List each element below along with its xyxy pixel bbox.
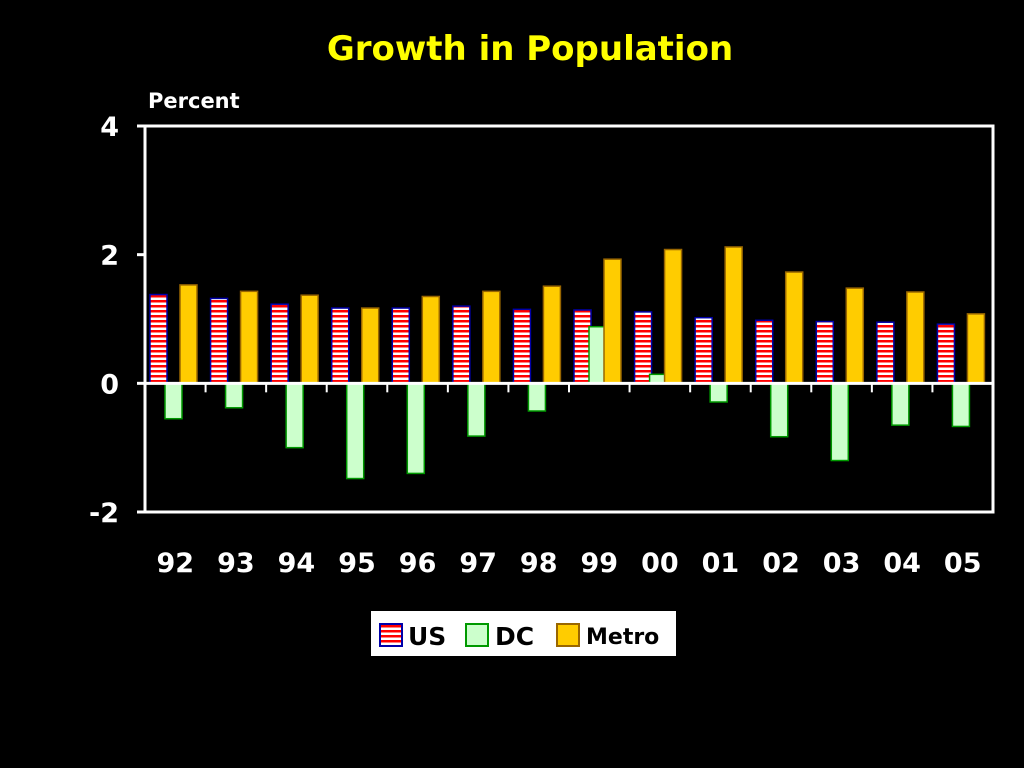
x-tick-label: 03: [823, 548, 861, 579]
x-tick-label: 01: [702, 548, 740, 579]
bar-us-98: [512, 308, 532, 385]
bar-us-95: [330, 307, 350, 385]
legend-label-us: US: [408, 622, 446, 651]
bar-metro-02: [784, 271, 804, 385]
x-tick-label: 97: [459, 548, 497, 579]
bar-us-00: [633, 311, 653, 385]
x-tick-label: 96: [399, 548, 437, 579]
y-axis-label: Percent: [148, 89, 240, 113]
x-tick-label: 99: [580, 548, 618, 579]
bar-dc-01: [709, 382, 728, 403]
x-tick-label: 98: [520, 548, 558, 579]
legend-swatch-dc: [465, 623, 489, 647]
x-tick-label: 00: [641, 548, 679, 579]
y-tick-label: -2: [89, 498, 119, 529]
bar-us-02: [754, 319, 774, 385]
bar-dc-93: [224, 382, 244, 409]
bar-dc-96: [406, 382, 426, 475]
bar-us-92: [149, 293, 168, 385]
bar-dc-98: [527, 382, 547, 412]
bars-layer: [149, 246, 986, 480]
bar-metro-00: [663, 248, 683, 385]
legend-label-metro: Metro: [586, 625, 659, 650]
bar-dc-94: [285, 382, 304, 449]
bar-dc-92: [164, 382, 183, 420]
chart-title: Growth in Population: [327, 29, 733, 69]
legend-box: [369, 609, 678, 658]
legend-label-dc: DC: [495, 622, 534, 651]
y-tick-label: 2: [100, 241, 119, 272]
bar-metro-97: [482, 290, 501, 385]
bar-us-03: [815, 320, 835, 385]
y-tick-label: 0: [100, 369, 119, 400]
bar-metro-05: [966, 313, 986, 385]
bar-metro-96: [421, 295, 441, 385]
bar-metro-04: [906, 291, 925, 385]
bar-us-97: [452, 305, 471, 385]
y-tick-label: 4: [100, 112, 119, 143]
bar-us-04: [876, 321, 895, 385]
bar-us-93: [209, 297, 229, 385]
legend-swatch-metro: [556, 623, 580, 647]
bar-dc-04: [891, 382, 910, 426]
bar-metro-94: [300, 294, 319, 385]
x-tick-label: 04: [883, 548, 921, 579]
bar-us-94: [270, 303, 289, 385]
legend: US DC Metro: [369, 609, 678, 658]
x-tick-label: 02: [762, 548, 800, 579]
x-tick-label: 93: [217, 548, 255, 579]
bar-metro-95: [360, 307, 380, 385]
x-tick-label: 92: [156, 548, 194, 579]
bar-dc-03: [830, 382, 850, 462]
bar-dc-02: [769, 382, 789, 438]
bar-dc-95: [345, 382, 365, 480]
x-tick-label: 05: [944, 548, 982, 579]
legend-swatch-us: [379, 623, 403, 647]
bar-metro-98: [542, 285, 562, 385]
bar-metro-93: [239, 290, 259, 385]
bar-metro-03: [845, 287, 865, 385]
bar-dc-05: [951, 382, 971, 428]
bar-metro-99: [603, 258, 622, 385]
bar-metro-01: [724, 246, 743, 385]
x-tick-label: 94: [278, 548, 316, 579]
bar-dc-97: [467, 382, 486, 437]
bar-us-96: [391, 307, 411, 385]
bar-us-01: [694, 316, 713, 385]
bar-metro-92: [179, 284, 198, 385]
bar-us-05: [936, 323, 956, 385]
x-tick-label: 95: [338, 548, 376, 579]
